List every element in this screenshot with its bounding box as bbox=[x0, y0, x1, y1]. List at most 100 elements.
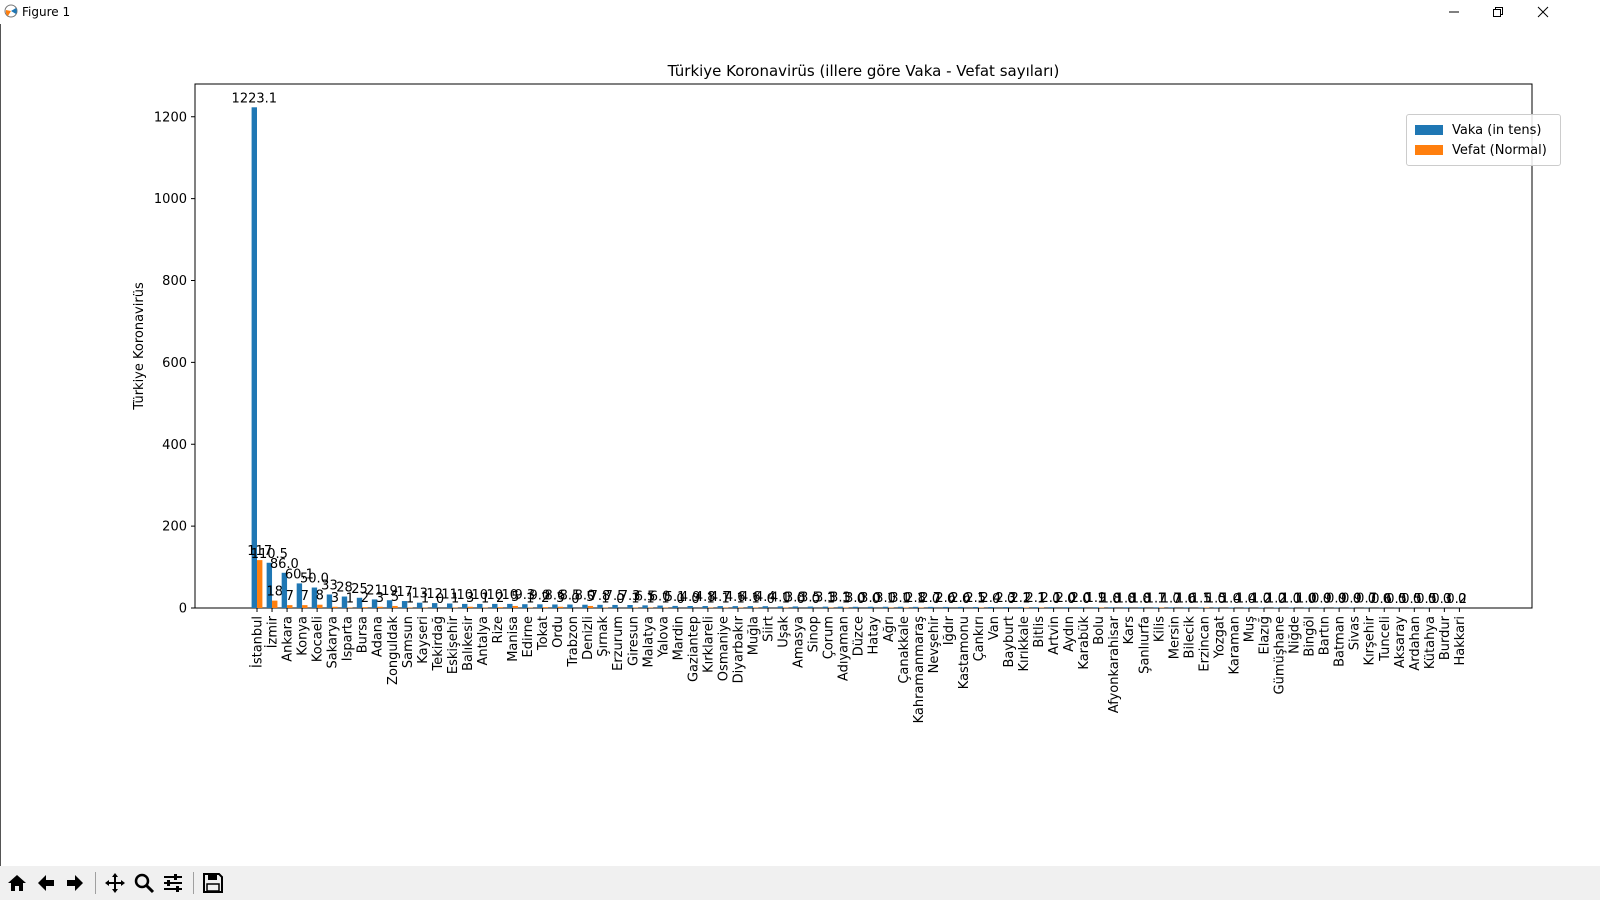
pan-button[interactable] bbox=[101, 870, 129, 896]
bar-vaka bbox=[401, 601, 408, 608]
bar-label-vefat: 1 bbox=[1202, 592, 1210, 607]
bar-vaka bbox=[597, 604, 603, 608]
bar-label-vefat: 1 bbox=[1022, 592, 1030, 607]
bar-label-vefat: 0 bbox=[1323, 592, 1331, 607]
bar-vaka bbox=[477, 603, 483, 608]
bar-label-vefat: 0 bbox=[1353, 592, 1361, 607]
bar-label-vaka: 0.9 bbox=[1326, 592, 1347, 607]
minimize-button[interactable] bbox=[1431, 0, 1477, 24]
bar-label-vaka: 1223.1 bbox=[232, 91, 278, 106]
bar-label-vefat: 5 bbox=[391, 590, 399, 605]
bar-vaka bbox=[251, 107, 257, 609]
bar-label-vefat: 0 bbox=[1398, 592, 1406, 607]
chart-title: Türkiye Koronavirüs (illere göre Vaka - … bbox=[667, 62, 1060, 80]
legend-label-vaka: Vaka (in tens) bbox=[1452, 122, 1542, 138]
save-button[interactable] bbox=[199, 870, 227, 896]
bar-label-vefat: 0 bbox=[947, 592, 955, 607]
bar-vaka bbox=[356, 597, 363, 608]
x-tick-label: Kayseri bbox=[416, 616, 431, 664]
bar-label-vefat: 1 bbox=[782, 592, 790, 607]
zoom-button[interactable] bbox=[130, 870, 158, 896]
x-tick-label: Hatay bbox=[867, 616, 882, 655]
bar-label-vefat: 0 bbox=[962, 592, 970, 607]
y-tick-label: 600 bbox=[162, 356, 187, 371]
x-tick-label: Antalya bbox=[476, 616, 491, 665]
bar-vaka bbox=[431, 603, 438, 608]
bar-label-vefat: 0 bbox=[1413, 592, 1421, 607]
bar-vefat bbox=[257, 560, 263, 608]
close-button[interactable] bbox=[1520, 0, 1566, 24]
bar-label-vefat: 0 bbox=[1187, 592, 1195, 607]
x-tick-label: Malatya bbox=[641, 616, 656, 668]
restore-icon bbox=[1493, 7, 1503, 17]
x-tick-label: Amasya bbox=[792, 616, 807, 668]
x-tick-label: Çanakkale bbox=[897, 616, 912, 684]
home-icon bbox=[8, 875, 26, 891]
bar-vaka bbox=[912, 606, 919, 608]
back-arrow-icon bbox=[38, 875, 54, 891]
configure-subplots-button[interactable] bbox=[159, 870, 187, 896]
bar-vaka bbox=[988, 607, 994, 608]
bar-vaka bbox=[777, 606, 784, 608]
x-tick-label: Zonguldak bbox=[386, 616, 401, 685]
x-tick-label: Gümüşhane bbox=[1273, 616, 1288, 694]
forward-button[interactable] bbox=[61, 870, 89, 896]
x-tick-label: Kocaeli bbox=[311, 616, 326, 662]
bar-label-vefat: 1 bbox=[977, 592, 985, 607]
x-tick-label: Muş bbox=[1242, 616, 1257, 642]
bar-label-vefat: 0 bbox=[1052, 592, 1060, 607]
bar-label-vefat: 0 bbox=[1112, 592, 1120, 607]
bar-label-vefat: 1 bbox=[631, 592, 639, 607]
bar-label-vefat: 0 bbox=[1263, 592, 1271, 607]
bar-label-vefat: 0 bbox=[812, 592, 820, 607]
bar-label-vefat: 1 bbox=[661, 592, 669, 607]
x-tick-label: Kahramanmaraş bbox=[912, 616, 927, 724]
bar-label-vaka: 3.0 bbox=[860, 591, 881, 606]
bar-label-vaka: 9.0 bbox=[530, 588, 551, 603]
bar-label-vaka: 2.3 bbox=[995, 591, 1016, 606]
bar-label-vefat: 2 bbox=[541, 591, 549, 606]
x-tick-label: Bolu bbox=[1092, 616, 1107, 645]
bar-vaka bbox=[266, 562, 273, 608]
x-tick-label: Bursa bbox=[356, 616, 371, 653]
x-tick-label: Aydın bbox=[1062, 616, 1077, 652]
x-tick-label: Edirne bbox=[521, 616, 536, 657]
bar-label-vefat: 0 bbox=[1067, 592, 1075, 607]
x-tick-label: Siirt bbox=[762, 616, 777, 642]
legend-swatch-vefat bbox=[1415, 145, 1443, 155]
bar-vefat bbox=[467, 606, 473, 608]
bar-vaka bbox=[717, 606, 723, 608]
save-icon bbox=[203, 873, 223, 893]
bar-vaka bbox=[386, 600, 393, 608]
x-tick-label: Tokat bbox=[536, 616, 551, 651]
bar-vaka bbox=[492, 603, 498, 608]
configure-subplots-icon bbox=[164, 874, 182, 892]
bar-label-vaka: 4.8 bbox=[695, 590, 716, 605]
bar-vaka bbox=[958, 606, 964, 608]
bar-label-vaka: 10 bbox=[471, 588, 488, 603]
bar-vefat bbox=[392, 605, 398, 608]
x-tick-label: Mardin bbox=[671, 616, 686, 660]
x-tick-label: Ardahan bbox=[1408, 616, 1423, 671]
bar-label-vaka: 0.9 bbox=[1341, 592, 1362, 607]
bar-vaka bbox=[867, 606, 874, 608]
bar-label-vaka: 4.6 bbox=[740, 590, 761, 605]
bar-vaka bbox=[642, 605, 648, 608]
x-tick-label: Balıkesir bbox=[461, 615, 476, 671]
bar-label-vefat: 3 bbox=[466, 591, 474, 606]
figure-canvas[interactable]: Türkiye Koronavirüs (illere göre Vaka - … bbox=[2, 24, 1600, 866]
back-button[interactable] bbox=[32, 870, 60, 896]
bar-label-vefat: 1 bbox=[406, 592, 414, 607]
bar-label-vaka: 19 bbox=[381, 584, 398, 599]
bar-vefat bbox=[302, 605, 308, 608]
x-tick-label: Hakkari bbox=[1453, 616, 1468, 666]
restore-button[interactable] bbox=[1475, 0, 1521, 24]
bar-label-vaka: 3.3 bbox=[830, 591, 851, 606]
x-tick-label: Kırıkkale bbox=[1017, 616, 1032, 672]
x-tick-label: Karaman bbox=[1227, 616, 1242, 674]
bar-label-vaka: 3.8 bbox=[785, 590, 806, 605]
bar-vaka bbox=[1063, 607, 1069, 608]
bar-label-vaka: 7.3 bbox=[620, 589, 641, 604]
bar-label-vaka: 2.6 bbox=[950, 591, 971, 606]
home-button[interactable] bbox=[3, 870, 31, 896]
